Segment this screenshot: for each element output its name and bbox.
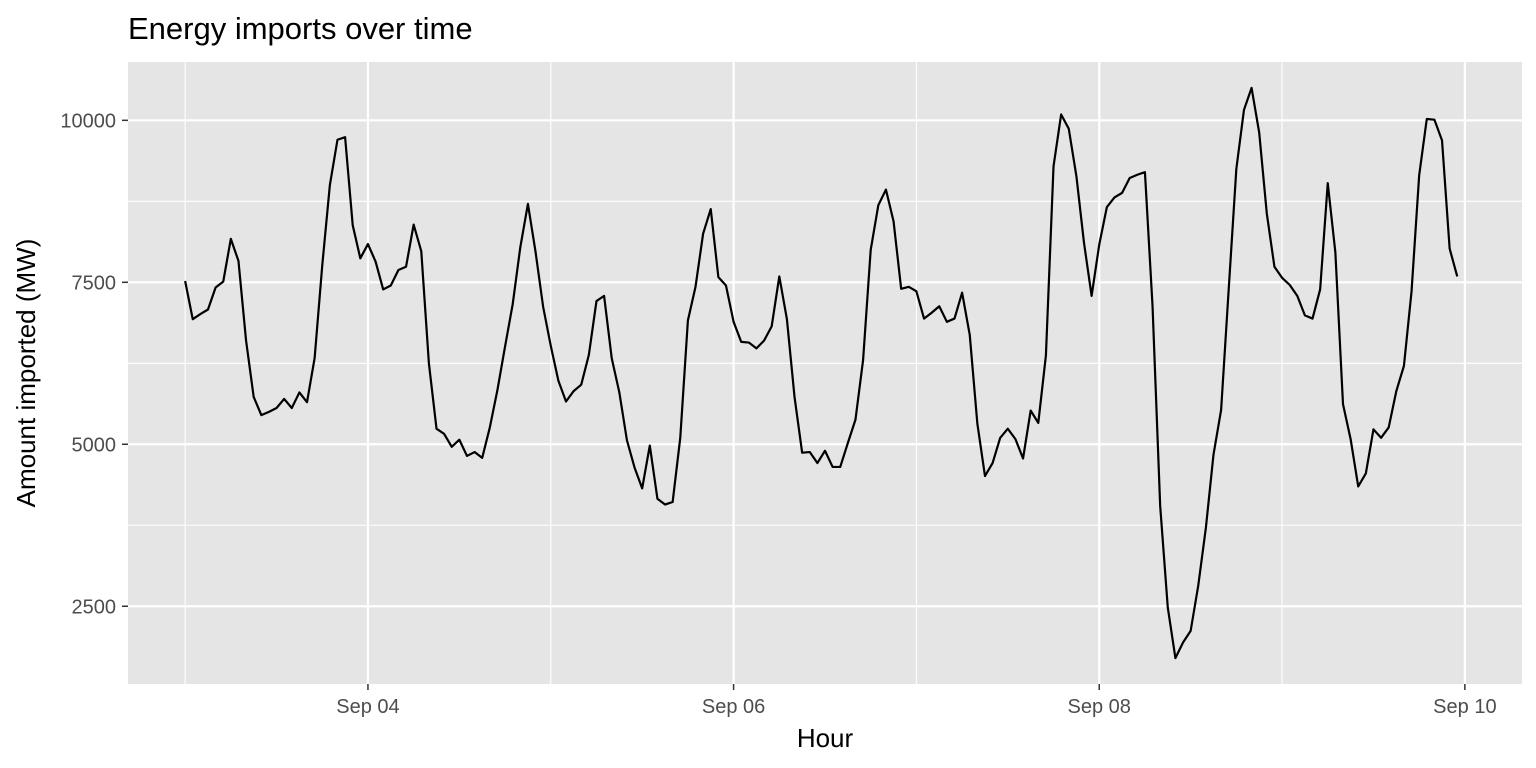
y-tick-label: 5000 — [72, 434, 117, 456]
x-tick-label: Sep 04 — [336, 696, 399, 718]
y-tick-label: 2500 — [72, 596, 117, 618]
x-axis: Sep 04 Sep 06 Sep 08 Sep 10 — [336, 684, 1497, 718]
y-tick-label: 7500 — [72, 272, 117, 294]
minor-gridlines — [128, 62, 1522, 684]
chart-title: Energy imports over time — [128, 11, 473, 46]
y-axis: 2500 5000 7500 10000 — [60, 110, 128, 618]
x-axis-title: Hour — [797, 723, 854, 753]
y-tick-label: 10000 — [60, 110, 116, 132]
y-axis-title: Amount imported (MW) — [11, 239, 41, 508]
x-tick-label: Sep 10 — [1433, 696, 1496, 718]
x-tick-label: Sep 08 — [1068, 696, 1131, 718]
x-tick-label: Sep 06 — [702, 696, 765, 718]
plot-panel — [128, 62, 1522, 684]
major-gridlines — [128, 62, 1522, 684]
series-line — [184, 86, 1459, 660]
